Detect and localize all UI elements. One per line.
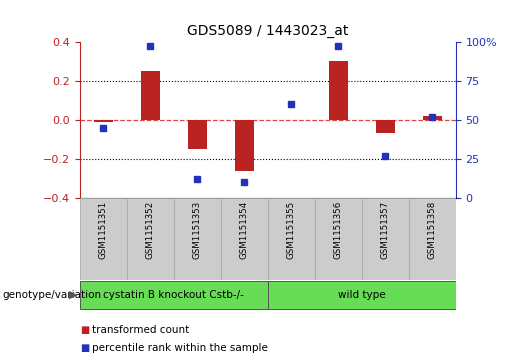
Bar bbox=[235, 120, 254, 171]
FancyBboxPatch shape bbox=[221, 198, 268, 280]
Bar bbox=[423, 116, 442, 120]
Text: GSM1151354: GSM1151354 bbox=[240, 200, 249, 258]
Text: cystatin B knockout Cstb-/-: cystatin B knockout Cstb-/- bbox=[104, 290, 244, 300]
Text: percentile rank within the sample: percentile rank within the sample bbox=[92, 343, 268, 354]
FancyBboxPatch shape bbox=[268, 281, 456, 309]
Text: GSM1151352: GSM1151352 bbox=[146, 200, 155, 258]
Bar bbox=[94, 120, 113, 122]
Bar bbox=[188, 120, 207, 149]
FancyBboxPatch shape bbox=[268, 198, 315, 280]
Text: GSM1151353: GSM1151353 bbox=[193, 200, 202, 258]
FancyBboxPatch shape bbox=[80, 198, 127, 280]
FancyBboxPatch shape bbox=[174, 198, 220, 280]
Bar bbox=[141, 71, 160, 120]
Bar bbox=[329, 61, 348, 120]
Text: ■: ■ bbox=[80, 325, 89, 335]
Text: ■: ■ bbox=[80, 343, 89, 354]
Text: GSM1151357: GSM1151357 bbox=[381, 200, 390, 258]
Text: GSM1151355: GSM1151355 bbox=[287, 200, 296, 258]
FancyBboxPatch shape bbox=[127, 198, 174, 280]
FancyBboxPatch shape bbox=[80, 281, 268, 309]
Text: transformed count: transformed count bbox=[92, 325, 189, 335]
Title: GDS5089 / 1443023_at: GDS5089 / 1443023_at bbox=[187, 24, 349, 38]
Text: genotype/variation: genotype/variation bbox=[3, 290, 101, 300]
FancyBboxPatch shape bbox=[409, 198, 456, 280]
Text: GSM1151351: GSM1151351 bbox=[99, 200, 108, 258]
Text: ▶: ▶ bbox=[69, 290, 77, 300]
FancyBboxPatch shape bbox=[362, 198, 408, 280]
Text: GSM1151358: GSM1151358 bbox=[428, 200, 437, 258]
Text: GSM1151356: GSM1151356 bbox=[334, 200, 343, 258]
FancyBboxPatch shape bbox=[315, 198, 362, 280]
Bar bbox=[376, 120, 394, 134]
Text: wild type: wild type bbox=[338, 290, 386, 300]
